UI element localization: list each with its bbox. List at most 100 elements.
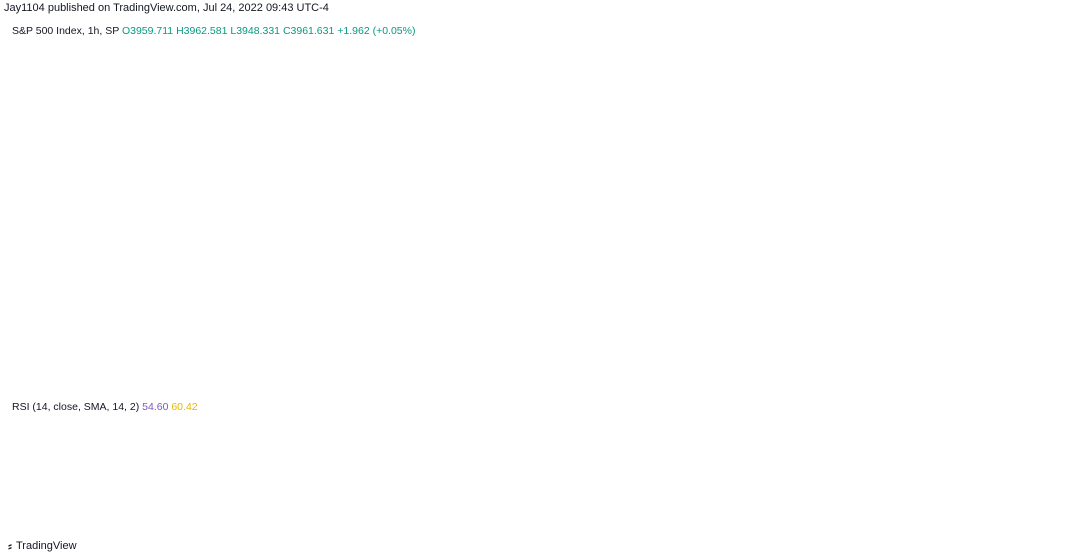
level-label-bg bbox=[1030, 337, 1082, 352]
zone-green bbox=[6, 59, 988, 214]
price-candle bbox=[512, 197, 516, 217]
change-value: +1.962 (+0.05%) bbox=[337, 25, 416, 37]
level-label: 3885.341 bbox=[1033, 208, 1077, 220]
rsi-band bbox=[6, 414, 1018, 470]
x-tick-label: 25 bbox=[561, 518, 573, 530]
level-label-bg bbox=[1030, 239, 1082, 254]
open-value: O3959.711 bbox=[121, 25, 174, 37]
price-candle bbox=[137, 266, 142, 310]
price-candle bbox=[641, 166, 646, 192]
x-tick-label: 29 bbox=[987, 518, 999, 530]
level-label: 3743.828 bbox=[1033, 296, 1077, 308]
level-label-bg bbox=[1030, 293, 1082, 308]
level-label: 3831.629 bbox=[1033, 241, 1077, 253]
price-candle bbox=[353, 247, 358, 279]
level-label-bg bbox=[1030, 88, 1082, 103]
y-tick-label: 3600.000 bbox=[1032, 385, 1076, 397]
high-value: H3962.581 bbox=[176, 25, 228, 37]
price-candle bbox=[224, 290, 228, 347]
x-tick-label: 22 bbox=[902, 518, 914, 530]
x-tick-label: Jul bbox=[307, 518, 320, 530]
x-tick-label: 17 bbox=[154, 518, 166, 530]
x-tick-label: 27 bbox=[240, 518, 252, 530]
rsi-sma-label-bg bbox=[1030, 420, 1082, 435]
level-label: 4174.208 bbox=[1033, 29, 1077, 41]
x-tick-label: 18 bbox=[477, 518, 489, 530]
price-candle bbox=[166, 346, 171, 366]
level-label-bg bbox=[1030, 26, 1082, 41]
footer-brand[interactable]: TradingView bbox=[16, 540, 77, 552]
rsi-legend: RSI (14, close, SMA, 14, 2) 54.60 60.42 bbox=[12, 401, 198, 413]
level-label-bg bbox=[1030, 349, 1082, 364]
low-value: L3948.331 bbox=[230, 25, 281, 37]
price-candle bbox=[468, 197, 473, 235]
level-label: 3672.599 bbox=[1033, 340, 1077, 352]
x-tick-label: 7 bbox=[22, 518, 28, 530]
rsi-sma-line bbox=[9, 412, 567, 479]
level-label: 3654.220 bbox=[1033, 351, 1077, 363]
rsi-sma-value: 60.42 bbox=[171, 401, 198, 413]
currency-label: USD bbox=[1032, 21, 1055, 33]
level-label-bg bbox=[1030, 206, 1082, 221]
price-candle bbox=[555, 235, 560, 291]
x-tick-label: 15 bbox=[817, 518, 829, 530]
x-tick-label: Aug bbox=[644, 518, 663, 530]
price-candle bbox=[310, 188, 315, 273]
price-candle bbox=[108, 204, 113, 266]
level-label: 4016.004 bbox=[1033, 127, 1077, 139]
last-price-bg bbox=[1030, 158, 1082, 173]
level-label: 4052.060 bbox=[1033, 105, 1077, 117]
y-tick-label: 3850.000 bbox=[1032, 230, 1076, 242]
footer: ⸗ TradingView bbox=[8, 539, 77, 553]
trendline-purple bbox=[5, 29, 941, 407]
price-candle bbox=[324, 188, 329, 248]
rsi-label-bg bbox=[1030, 428, 1082, 443]
trendline-dashed bbox=[5, 20, 941, 343]
y-tick-label: 3800.000 bbox=[1032, 261, 1076, 273]
price-candle bbox=[569, 266, 574, 291]
trendline-green bbox=[5, 85, 771, 397]
price-candle bbox=[627, 191, 632, 229]
x-tick-label: 8 bbox=[735, 518, 741, 530]
symbol-name: S&P 500 Index, 1h, SP bbox=[12, 25, 120, 37]
rsi-value: 54.60 bbox=[142, 401, 169, 413]
price-candle bbox=[440, 235, 444, 254]
published-text: Jay1104 published on TradingView.com, Ju… bbox=[4, 2, 329, 14]
rsi-y-tick-label: 80.00 bbox=[1032, 396, 1058, 408]
last-price-label: 3961.631 bbox=[1033, 161, 1077, 173]
price-candle bbox=[152, 309, 156, 366]
price-candle bbox=[368, 253, 372, 279]
rsi-sma-label: 60.42 bbox=[1033, 423, 1059, 435]
y-tick-label: 4150.000 bbox=[1032, 44, 1076, 56]
trendline-blue-upper bbox=[5, 23, 941, 343]
close-value: C3961.631 bbox=[282, 25, 335, 37]
symbol-legend: S&P 500 Index, 1h, SP O3959.711 H3962.58… bbox=[12, 25, 415, 37]
y-tick-label: 3700.000 bbox=[1032, 323, 1076, 335]
level-label-bg bbox=[1030, 125, 1082, 140]
zone-red bbox=[6, 213, 988, 359]
rsi-y-tick-label: 40.00 bbox=[1032, 451, 1058, 463]
price-candle bbox=[65, 58, 70, 204]
y-tick-label: 4100.000 bbox=[1032, 75, 1076, 87]
price-candle bbox=[36, 58, 41, 68]
x-tick-label: 13 bbox=[88, 518, 100, 530]
rsi-trendline bbox=[5, 426, 1021, 431]
rsi-line bbox=[9, 402, 567, 487]
price-candle bbox=[670, 142, 675, 166]
rsi-y-tick-label: 20.00 bbox=[1032, 478, 1058, 490]
y-tick-label: 4000.000 bbox=[1032, 137, 1076, 149]
price-candle bbox=[612, 228, 617, 266]
level-label: 4075.749 bbox=[1033, 90, 1077, 102]
level-label-bg bbox=[1030, 161, 1082, 176]
x-tick-label: 14 bbox=[428, 518, 440, 530]
tradingview-logo-icon: ⸗ bbox=[8, 539, 12, 553]
price-candle bbox=[526, 216, 531, 235]
rsi-label: 54.60 bbox=[1033, 431, 1059, 443]
curve-blue bbox=[5, 47, 162, 360]
price-line bbox=[9, 57, 673, 367]
level-label-bg bbox=[1030, 102, 1082, 117]
trendline-blue-lower bbox=[5, 35, 941, 410]
price-candle bbox=[252, 272, 257, 291]
price-candle bbox=[656, 142, 660, 167]
